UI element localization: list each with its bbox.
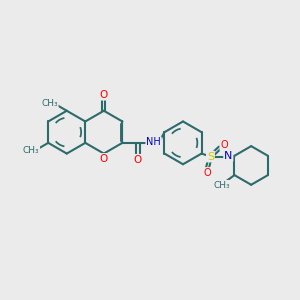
Text: O: O xyxy=(203,168,211,178)
Text: O: O xyxy=(134,155,142,165)
Text: CH₃: CH₃ xyxy=(214,181,230,190)
Text: NH: NH xyxy=(146,137,161,147)
Text: N: N xyxy=(224,151,232,161)
Text: CH₃: CH₃ xyxy=(41,98,58,107)
Text: O: O xyxy=(100,90,108,100)
Text: O: O xyxy=(99,154,107,164)
Text: O: O xyxy=(220,140,228,150)
Text: CH₃: CH₃ xyxy=(23,146,39,155)
Text: S: S xyxy=(207,152,214,161)
